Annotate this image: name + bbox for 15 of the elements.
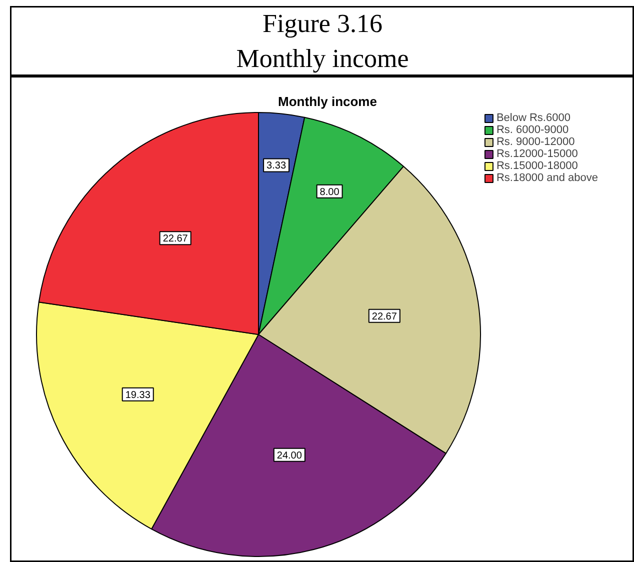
data-label: 22.67 xyxy=(372,311,398,322)
data-label: 8.00 xyxy=(320,186,340,198)
legend-label: Below Rs.6000 xyxy=(496,112,570,124)
chart-title: Monthly income xyxy=(278,94,377,109)
legend-label: Rs.18000 and above xyxy=(496,172,598,184)
data-label: 24.00 xyxy=(276,450,302,462)
legend-label: Rs.15000-18000 xyxy=(496,160,578,172)
legend-label: Rs.12000-15000 xyxy=(496,148,578,160)
text: Monthly income xyxy=(236,44,409,73)
data-label: 3.33 xyxy=(266,160,286,172)
legend-label: Rs. 6000-9000 xyxy=(496,124,569,136)
legend-label: Rs. 9000-12000 xyxy=(496,136,575,148)
data-label: 22.67 xyxy=(162,234,188,245)
caption: Figure 3.16 xyxy=(262,9,382,38)
data-label: 19.33 xyxy=(125,390,151,401)
